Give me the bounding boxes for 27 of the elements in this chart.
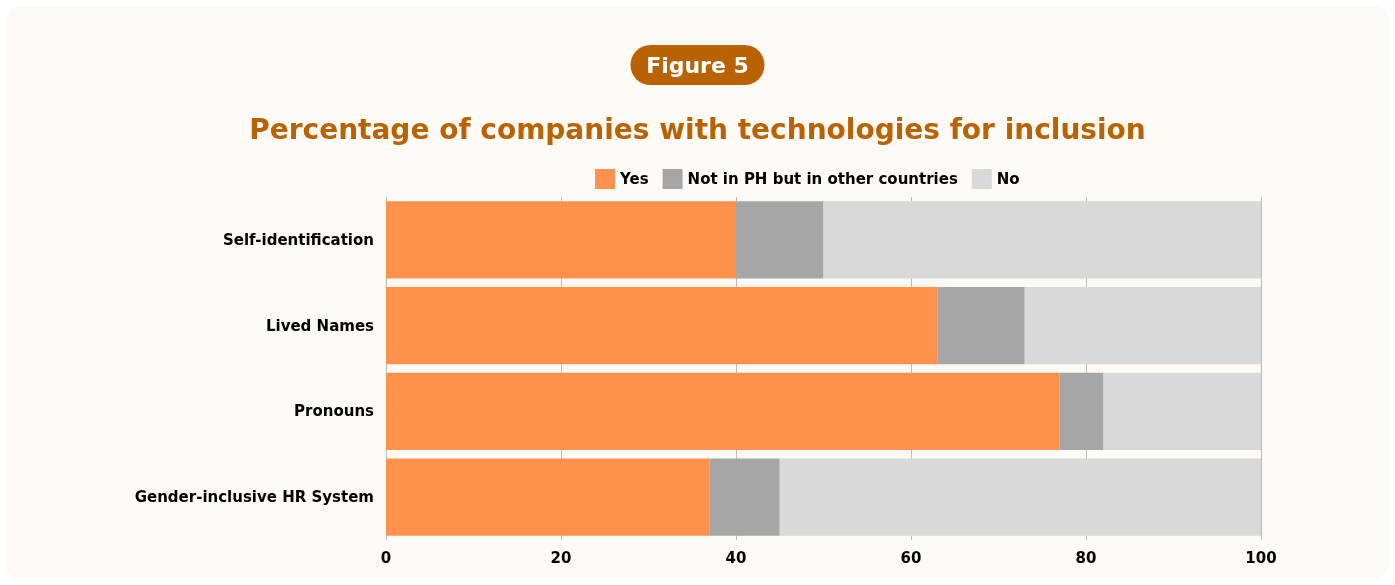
bar <box>1103 372 1261 450</box>
y-tick-label: Lived Names <box>265 316 375 335</box>
x-tick-label: 100 <box>1245 548 1277 567</box>
bar <box>779 458 1261 536</box>
x-tick-label: 40 <box>725 548 747 567</box>
y-tick-label: Gender-inclusive HR System <box>134 488 374 507</box>
legend-label: Not in PH but in other countries <box>687 170 958 188</box>
bar <box>709 458 780 536</box>
bar <box>937 287 1025 365</box>
x-tick-label: 80 <box>1075 548 1097 567</box>
bar <box>1024 287 1261 365</box>
bar <box>1059 372 1104 450</box>
caption: Figure 5 <box>646 52 749 78</box>
bar <box>823 201 1261 279</box>
chart-title: Percentage of companies with technologies for inclusion <box>249 112 1146 146</box>
legend-label: Yes <box>619 170 649 188</box>
legend-label: No <box>996 170 1020 188</box>
bar <box>386 287 938 365</box>
bar <box>386 201 736 279</box>
x-tick-label: 60 <box>900 548 922 567</box>
y-tick-label: Pronouns <box>294 402 375 421</box>
x-tick-label: 0 <box>380 548 392 567</box>
bar <box>736 201 824 279</box>
bar <box>386 372 1060 450</box>
y-tick-label: Self-identification <box>222 230 374 249</box>
bar <box>386 458 710 536</box>
x-tick-label: 20 <box>550 548 572 567</box>
